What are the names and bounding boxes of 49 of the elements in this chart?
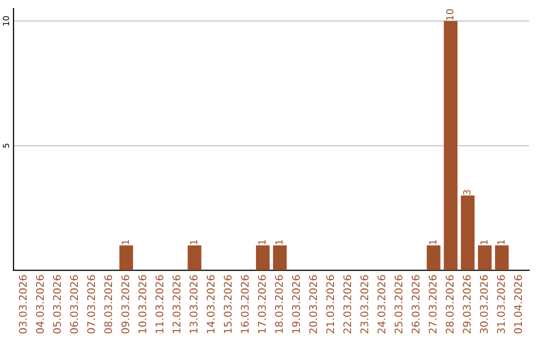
x-tick-label: 20.03.2026: [309, 275, 318, 334]
x-tick-label: 07.03.2026: [87, 275, 96, 334]
x-tick-label: 14.03.2026: [206, 275, 215, 333]
bar: [460, 196, 475, 270]
x-tick-label: 17.03.2026: [258, 275, 266, 333]
data-label: 3: [463, 190, 471, 195]
x-tick-label: 09.03.2026: [121, 275, 130, 334]
x-tick-label: 12.03.2026: [172, 275, 180, 333]
x-tick-label: 08.03.2026: [104, 275, 112, 334]
x-tick-label: 05.03.2026: [53, 275, 61, 334]
x-tick-label: 04.03.2026: [36, 275, 44, 334]
data-label: 1: [190, 240, 198, 244]
x-tick-label: 19.03.2026: [292, 275, 300, 333]
x-tick-label: 16.03.2026: [240, 275, 249, 333]
x-tick-label: 11.03.2026: [156, 275, 164, 333]
data-label: 1: [275, 240, 283, 244]
x-tick-label: 28.03.2026: [446, 275, 454, 334]
x-tick-label: 30.03.2026: [480, 275, 488, 334]
x-tick-label: 25.03.2026: [394, 275, 402, 334]
bar: [495, 245, 509, 270]
x-tick-label: 24.03.2026: [377, 275, 386, 334]
bar: [273, 245, 287, 270]
data-label: 1: [480, 240, 488, 244]
x-tick-label: 01.04.2026: [514, 275, 522, 334]
x-tick-label: 13.03.2026: [190, 275, 198, 333]
x-tick-label: 26.03.2026: [412, 275, 420, 334]
data-label: 1: [258, 240, 266, 244]
data-label: 1: [429, 240, 436, 244]
x-tick-label: 27.03.2026: [428, 275, 437, 334]
x-tick-label: 10.03.2026: [138, 275, 146, 333]
data-label: 1: [122, 240, 129, 244]
x-tick-label: 31.03.2026: [497, 275, 505, 334]
bar: [444, 20, 458, 270]
x-tick-label: 18.03.2026: [275, 275, 283, 333]
x-tick-label: 29.03.2026: [462, 275, 471, 334]
y-tick-label: 5: [2, 144, 10, 148]
x-tick-label: 22.03.2026: [343, 275, 352, 334]
x-tick-label: 23.03.2026: [360, 275, 368, 334]
x-tick-label: 21.03.2026: [326, 275, 334, 334]
data-label: 1: [497, 240, 505, 244]
bar: [478, 245, 492, 270]
bar: [256, 245, 270, 270]
bar: [426, 245, 440, 270]
x-tick-label: 06.03.2026: [70, 275, 78, 334]
data-label: 10: [446, 9, 454, 20]
bar: [119, 245, 134, 270]
x-tick-label: 15.03.2026: [224, 275, 232, 333]
x-tick-label: 03.03.2026: [18, 275, 27, 334]
bar: [188, 245, 202, 270]
